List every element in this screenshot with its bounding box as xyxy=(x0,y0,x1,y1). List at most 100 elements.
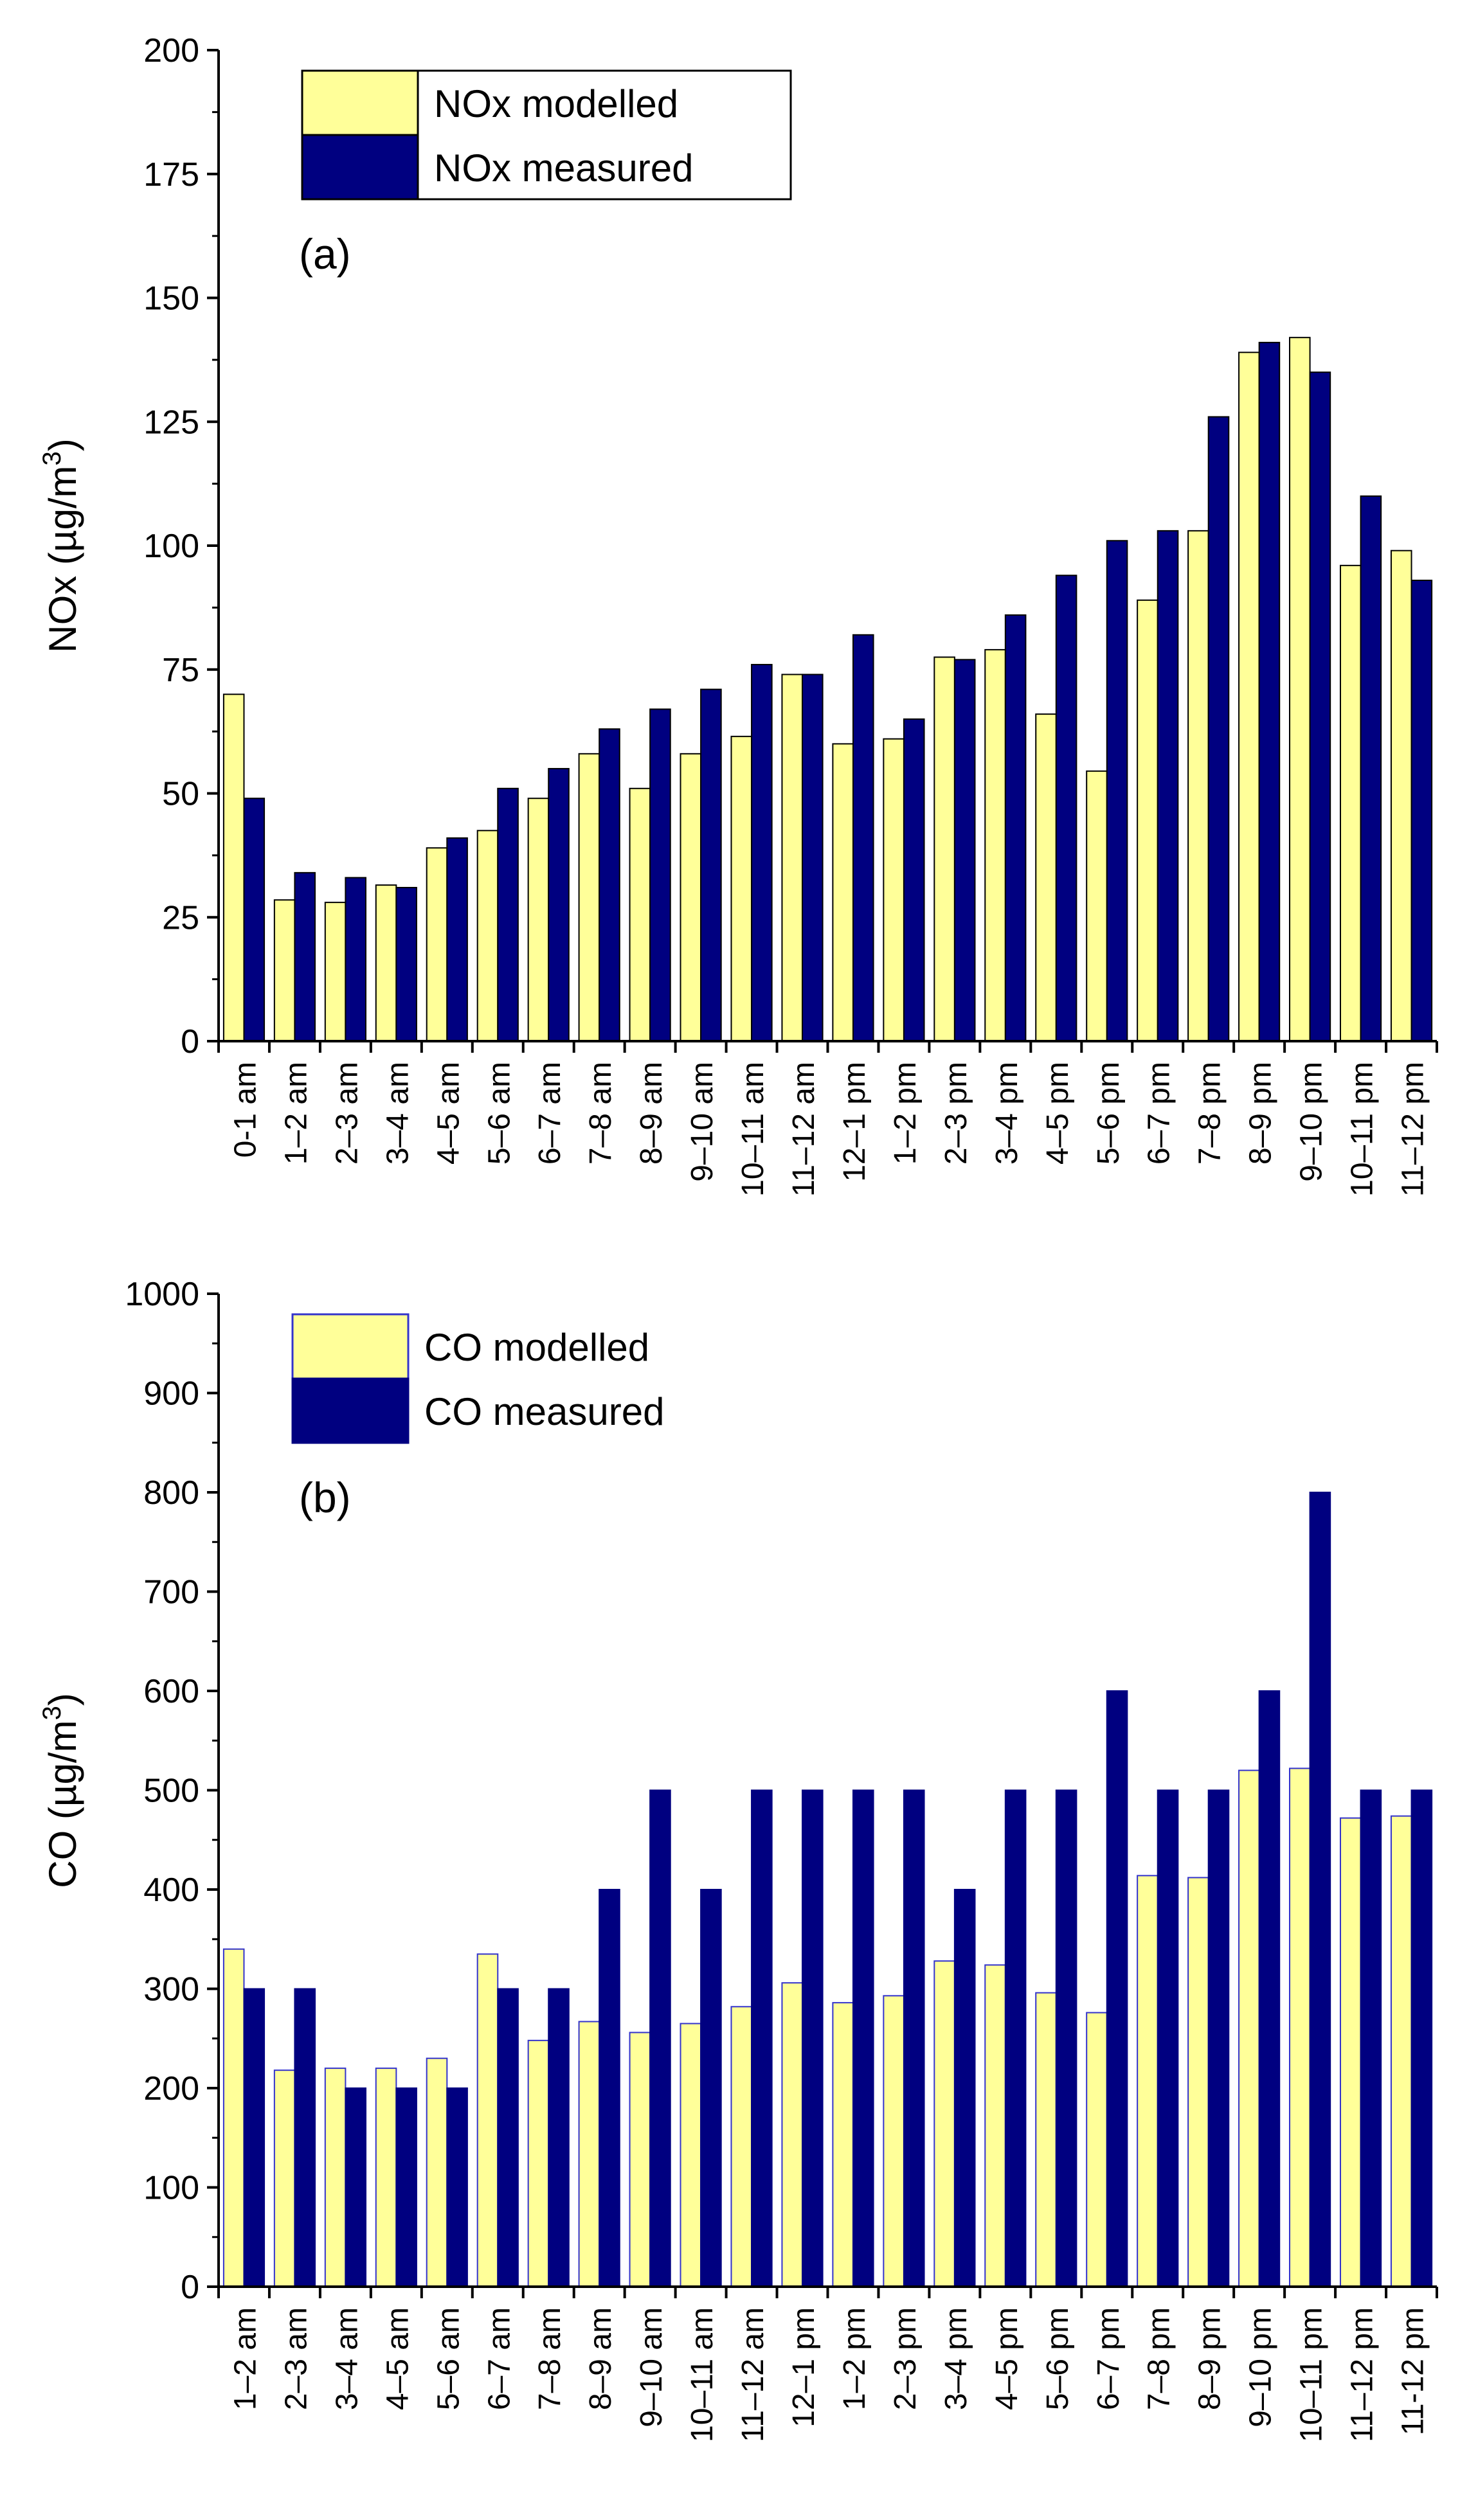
bar-measured xyxy=(1106,540,1128,1042)
panel-label: (a) xyxy=(299,230,351,278)
y-tick-label: 800 xyxy=(143,1474,199,1512)
x-tick-label: 7–8 pm xyxy=(1193,1062,1227,1165)
legend-swatch-modelled xyxy=(291,1313,410,1380)
bar-measured xyxy=(1055,575,1077,1042)
bar-modelled xyxy=(1187,1877,1209,2287)
bar-measured xyxy=(548,1988,570,2287)
x-tick-label: 1–2 am xyxy=(279,1062,313,1165)
x-tick-label: 3–4 am xyxy=(330,2307,364,2410)
y-axis-title-end: ) xyxy=(41,1693,84,1706)
y-tick-label: 50 xyxy=(162,776,199,813)
bar-modelled xyxy=(578,2021,600,2287)
bar-modelled xyxy=(222,693,245,1042)
bar-modelled xyxy=(273,2069,296,2287)
bar-measured xyxy=(903,718,925,1042)
bar-measured xyxy=(345,2087,366,2287)
y-tick-label: 400 xyxy=(143,1872,199,1909)
bar-modelled xyxy=(324,902,347,1042)
y-axis-title: NOx (µg/m3) xyxy=(38,438,84,652)
x-tick-label: 9–10 am xyxy=(635,2307,669,2427)
x-tick-label: 3–4 pm xyxy=(939,2307,973,2410)
legend: NOx modelled NOx measured xyxy=(301,69,792,201)
x-tick-label: 6–7 pm xyxy=(1092,2307,1126,2410)
series-measured-bars xyxy=(243,1492,1433,2287)
panel-b-co-chart: 0 100 200 300 400 500 600 700 800 900 1000 1–2 am 2–… xyxy=(38,1276,1438,2442)
x-tick-label: 2–3 am xyxy=(330,1062,364,1165)
legend-label-modelled: NOx modelled xyxy=(434,82,678,125)
bar-modelled xyxy=(984,1964,1006,2287)
bar-modelled xyxy=(1137,599,1158,1042)
bar-modelled xyxy=(1187,530,1209,1042)
x-tick-label: 11–12 am xyxy=(787,1062,821,1197)
bar-measured xyxy=(1207,416,1230,1042)
bar-measured xyxy=(751,1789,773,2287)
x-axis-ticks: 0-1 am 1–2 am 2–3 am 3–4 am 4–5 am 5–6 am 6–7 … xyxy=(217,1041,1438,1197)
bar-measured xyxy=(751,664,773,1042)
legend-label-measured: NOx measured xyxy=(434,147,693,190)
x-tick-label: 4–5 pm xyxy=(990,2307,1024,2410)
x-tick-label: 9–10 pm xyxy=(1295,1062,1329,1182)
bar-measured xyxy=(1309,371,1331,1042)
bar-modelled xyxy=(578,753,600,1042)
x-tick-label: 11–12 am xyxy=(736,2307,770,2442)
x-tick-label: 6–7 am xyxy=(533,1062,567,1165)
y-tick-label: 900 xyxy=(143,1375,199,1413)
legend-swatch-measured xyxy=(291,1377,410,1444)
bar-measured xyxy=(1360,1789,1382,2287)
bar-modelled xyxy=(324,2068,347,2288)
bar-modelled xyxy=(680,753,702,1042)
bar-measured xyxy=(548,767,570,1042)
bar-measured xyxy=(1410,1789,1433,2287)
x-tick-label: 7–8 am xyxy=(533,2307,567,2410)
bar-measured xyxy=(243,798,266,1042)
bar-modelled xyxy=(1390,550,1412,1042)
bar-modelled xyxy=(984,648,1006,1042)
series-measured-bars xyxy=(243,341,1433,1042)
bar-modelled xyxy=(426,2057,448,2287)
bar-measured xyxy=(953,659,976,1042)
bar-modelled xyxy=(1289,1767,1311,2287)
bar-modelled xyxy=(222,1948,245,2287)
legend-label-measured: CO measured xyxy=(424,1390,664,1433)
bar-modelled xyxy=(730,735,753,1042)
y-tick-label: 0 xyxy=(181,2269,199,2306)
bar-measured xyxy=(1258,341,1281,1042)
bar-modelled xyxy=(1238,1769,1260,2288)
x-tick-label: 7–8 pm xyxy=(1142,2307,1176,2410)
bar-measured xyxy=(345,877,366,1042)
y-axis-title-main: CO (µg/m xyxy=(41,1720,84,1888)
bar-measured xyxy=(1360,495,1382,1042)
x-tick-label: 2–3 pm xyxy=(888,2307,923,2410)
bar-modelled xyxy=(1035,713,1057,1042)
y-tick-label: 300 xyxy=(143,1971,199,2008)
bar-modelled xyxy=(883,738,905,1042)
x-tick-label: 7–8 am xyxy=(584,1062,618,1165)
y-axis-title-end: ) xyxy=(41,438,84,451)
x-tick-label: 3–4 pm xyxy=(990,1062,1024,1165)
legend: CO modelled CO measured xyxy=(291,1313,664,1444)
x-tick-label: 9–10 pm xyxy=(1244,2307,1278,2427)
bar-modelled xyxy=(781,674,804,1042)
x-tick-label: 10–11 pm xyxy=(1295,2307,1329,2442)
x-tick-label: 5–6 am xyxy=(431,2307,465,2410)
series-modelled-bars xyxy=(222,337,1412,1042)
bar-modelled xyxy=(781,1982,804,2287)
x-tick-label: 6–7 pm xyxy=(1142,1062,1176,1165)
bar-measured xyxy=(497,787,519,1042)
y-tick-label: 100 xyxy=(143,528,199,565)
bar-measured xyxy=(395,886,417,1042)
x-tick-label: 11–12 pm xyxy=(1346,2307,1380,2442)
y-tick-label: 25 xyxy=(162,899,199,936)
bar-modelled xyxy=(375,2068,397,2288)
bar-measured xyxy=(446,2087,468,2287)
bar-measured xyxy=(1410,579,1433,1042)
bar-modelled xyxy=(1339,564,1362,1042)
x-axis-ticks: 1–2 am 2–3 am 3–4 am 4–5 am 5–6 am 6–7 am 7–8 … xyxy=(217,2287,1438,2442)
bar-measured xyxy=(1157,530,1179,1042)
x-tick-label: 8–9 am xyxy=(635,1062,669,1165)
bar-measured xyxy=(649,1789,671,2287)
bar-measured xyxy=(903,1789,925,2287)
bar-modelled xyxy=(527,2039,550,2288)
bar-measured xyxy=(294,1988,316,2287)
bar-modelled xyxy=(629,2032,651,2287)
